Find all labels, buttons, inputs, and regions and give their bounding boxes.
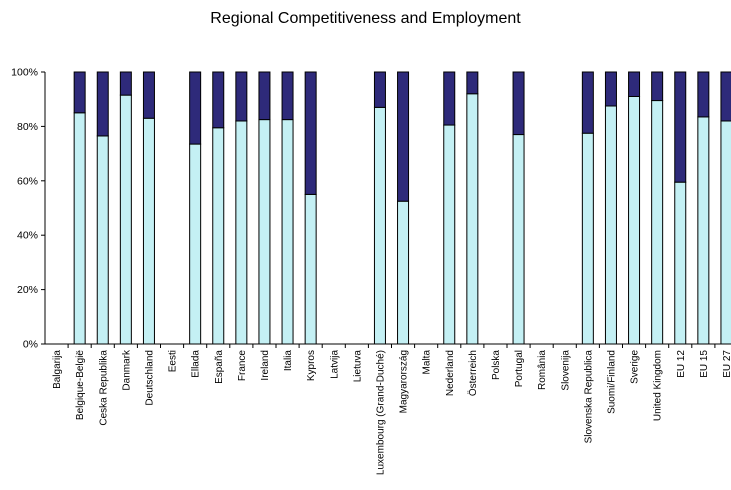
bar-segment-upper: [373, 71, 386, 108]
x-tick-label: Ellada: [191, 350, 202, 378]
bar-segment-upper: [73, 71, 86, 114]
bar-segment-lower: [373, 106, 386, 345]
x-tick-label: Magyarország: [399, 350, 410, 413]
x-tick-label: Belgique-België: [75, 350, 86, 420]
x-tick-label: Slovenska Republica: [583, 350, 594, 444]
bar-segment-upper: [258, 71, 271, 121]
x-tick-label: Latvija: [329, 350, 340, 379]
bar-segment-lower: [281, 119, 294, 345]
x-tick-label: Österreich: [467, 350, 479, 396]
bar-segment-lower: [466, 93, 479, 345]
x-tick-label: Malta: [422, 350, 433, 375]
bar-segment-lower: [674, 181, 687, 345]
bar-segment-lower: [96, 135, 109, 345]
x-tick-label: España: [214, 350, 225, 384]
x-tick-label: Italia: [283, 350, 294, 372]
bar-segment-upper: [604, 71, 617, 107]
y-tick-label: 0%: [23, 339, 38, 351]
bar-segment-upper: [651, 71, 664, 102]
y-tick-label: 20%: [17, 284, 38, 296]
x-tick-label: Polska: [491, 350, 502, 380]
bar-segment-upper: [697, 71, 710, 118]
bar-segment-lower: [142, 117, 155, 345]
x-tick-label: Slovenija: [560, 350, 571, 391]
bar-segment-upper: [443, 71, 456, 126]
bar-segment-upper: [96, 71, 109, 137]
x-tick-label: Ceska Republika: [98, 350, 109, 426]
bar-segment-lower: [397, 200, 410, 345]
bar-segment-upper: [397, 71, 410, 202]
bar-segment-upper: [720, 71, 731, 122]
x-tick-label: Luxembourg (Grand-Duché): [375, 350, 386, 475]
bar-segment-upper: [142, 71, 155, 119]
bar-segment-upper: [628, 71, 641, 97]
bar-segment-lower: [720, 120, 731, 345]
x-tick-label: Nederland: [445, 350, 456, 396]
x-tick-label: EU 27: [722, 350, 731, 378]
bar-segment-upper: [512, 71, 525, 136]
bar-segment-lower: [212, 127, 225, 345]
x-tick-label: Lietuva: [352, 350, 363, 383]
bar-segment-upper: [189, 71, 202, 145]
bar-segment-upper: [581, 71, 594, 134]
x-tick-label: Portugal: [514, 350, 525, 387]
bar-segment-lower: [443, 124, 456, 345]
bar-segment-lower: [512, 134, 525, 345]
bar-segment-lower: [235, 120, 248, 345]
bar-segment-upper: [119, 71, 132, 96]
bar-segment-lower: [73, 112, 86, 345]
x-tick-label: Ireland: [260, 350, 271, 381]
x-tick-label: Deutschland: [144, 350, 155, 406]
y-tick-label: 100%: [11, 67, 38, 79]
bar-segment-upper: [281, 71, 294, 121]
bar-segment-upper: [235, 71, 248, 122]
y-tick-label: 40%: [17, 230, 38, 242]
y-tick-label: 80%: [17, 121, 38, 133]
x-axis: Balgarija Belgique-België Ceska Republika D…: [45, 343, 731, 475]
bar-segment-upper: [212, 71, 225, 129]
bar-segment-upper: [466, 71, 479, 95]
x-tick-label: Balgarija: [52, 350, 63, 389]
bar-segment-lower: [304, 193, 317, 345]
bar-segment-upper: [674, 71, 687, 183]
bar-segment-lower: [604, 105, 617, 345]
bar-segment-lower: [697, 116, 710, 345]
x-tick-label: EU 15: [699, 350, 710, 378]
x-tick-label: United Kingdom: [653, 350, 664, 421]
bar-segment-lower: [189, 143, 202, 345]
bar-segment-lower: [651, 100, 664, 345]
bar-segment-lower: [628, 95, 641, 345]
x-tick-label: EU 12: [676, 350, 687, 378]
y-tick-label: 60%: [17, 175, 38, 187]
y-axis: 0% 20% 40% 60% 80% 100%: [11, 67, 46, 351]
x-tick-label: Sverige: [630, 350, 641, 384]
bar-segment-upper: [304, 71, 317, 195]
bar-layer: [73, 71, 731, 345]
x-tick-label: România: [537, 350, 548, 390]
x-tick-label: Kypros: [306, 350, 317, 381]
x-tick-label: Danmark: [121, 349, 132, 391]
x-tick-label: Suomi/Finland: [606, 350, 617, 414]
x-tick-label: France: [237, 350, 248, 382]
chart-title: Regional Competitiveness and Employment: [210, 10, 521, 27]
bar-segment-lower: [581, 132, 594, 345]
bar-segment-lower: [119, 94, 132, 345]
bar-segment-lower: [258, 119, 271, 345]
x-tick-label: Eesti: [168, 350, 179, 372]
